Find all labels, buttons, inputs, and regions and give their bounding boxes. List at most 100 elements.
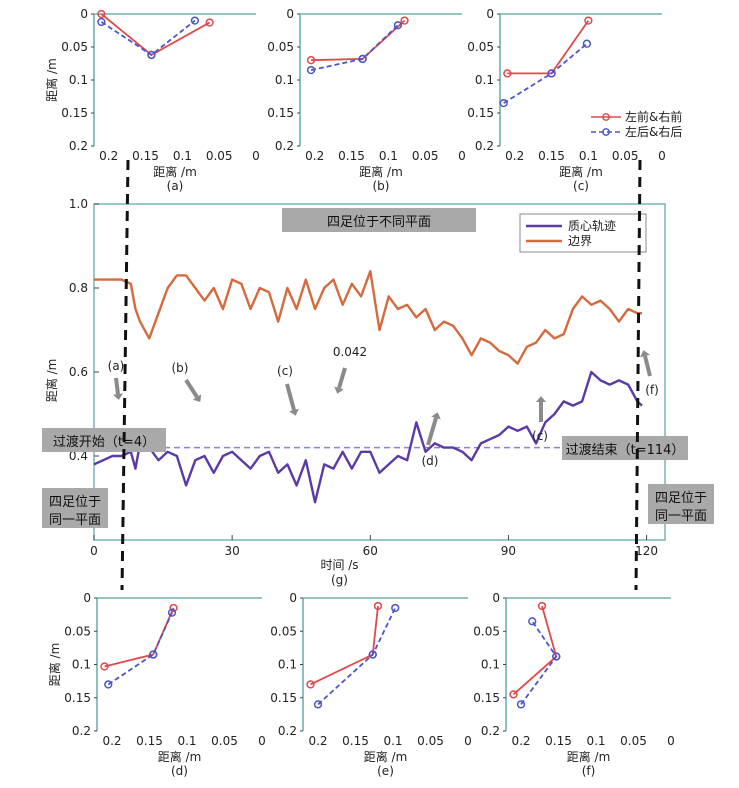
boundary-line [94, 270, 642, 365]
arrow-label: 0.042 [333, 345, 367, 359]
y-tick-label: 0.15 [61, 106, 88, 120]
y-tick-label: 0 [80, 7, 88, 21]
series-line-front [100, 13, 211, 57]
x-tick-label: 0 [252, 149, 260, 163]
arrow-head [334, 386, 344, 394]
data-point [190, 16, 200, 25]
subplot-e: 0 0.05 0.1 0.15 0.2 0.2 0.15 0.1 0.05 0 距离 /m(e) [270, 591, 472, 778]
x-axis-label: 距离 /m [153, 164, 197, 179]
series-line-rear [317, 607, 397, 706]
y-tick-label: 0.2 [69, 139, 88, 153]
x-tick-label: 0.05 [412, 149, 439, 163]
arrow-head [192, 394, 202, 403]
data-point [373, 601, 383, 611]
y-axis-label: 距离 /m [44, 359, 59, 403]
x-tick-label: 0.2 [308, 734, 327, 748]
data-point [537, 601, 547, 611]
arrow-shaft [426, 417, 438, 446]
y-tick-label: 0.15 [64, 691, 91, 705]
x-tick-label: 0.05 [211, 734, 238, 748]
arrow-shaft [643, 355, 652, 377]
com-trajectory-line [93, 370, 643, 504]
data-point [393, 21, 403, 30]
data-point [169, 603, 178, 613]
subplot-caption: (e) [377, 764, 394, 778]
annotation-text: 同一平面 [655, 509, 707, 524]
x-axis-label: 时间 /s [320, 558, 358, 572]
x-tick-label: 120 [635, 544, 658, 558]
x-tick-label: 0.05 [417, 734, 444, 748]
legend-label: 边界 [568, 234, 592, 248]
series-line-rear [310, 24, 399, 71]
y-tick-label: 0.2 [481, 724, 500, 738]
data-point [547, 69, 556, 78]
x-axis-label: 距离 /m [158, 749, 202, 764]
subplot-caption: (d) [171, 764, 188, 778]
y-tick-label: 0.1 [278, 658, 297, 672]
legend-marker [602, 113, 610, 121]
data-point [584, 16, 593, 25]
x-tick-label: 0 [658, 149, 666, 163]
x-tick-label: 0.1 [579, 149, 598, 163]
x-tick-label: 0.1 [173, 149, 192, 163]
y-tick-label: 0.05 [270, 624, 297, 638]
main-plot-g: 0.4 0.6 0.8 1.0 0 30 60 90 120 时间 /s(g) 距离 /m 质心轨迹边… [42, 197, 714, 587]
y-tick-label: 0.05 [61, 40, 88, 54]
y-tick-label: 0.1 [69, 73, 88, 87]
subplot-f: 0 0.05 0.1 0.15 0.2 0.2 0.15 0.1 0.05 0 距离 /m(f) [473, 591, 675, 778]
data-point [306, 56, 316, 65]
arrow-head [289, 408, 299, 416]
data-point [516, 700, 526, 709]
x-tick-label: 0 [667, 734, 675, 748]
y-tick-label: 0 [289, 591, 297, 605]
y-tick-label: 0.6 [69, 365, 88, 379]
x-axis-label: 距离 /m [364, 749, 408, 764]
x-tick-label: 0.15 [136, 734, 163, 748]
data-point [528, 617, 537, 626]
series-line-front [311, 19, 406, 62]
data-point [306, 680, 315, 689]
subplot-d: 00.050.10.150.20.2 0.15 0.1 0.05 0距离 /m(d)距离… [47, 591, 266, 778]
arrow-head [113, 393, 123, 400]
arrow-shaft [337, 367, 347, 389]
x-axis-label: 距离 /m [567, 749, 611, 764]
x-tick-label: 0.2 [99, 149, 118, 163]
annotation-box [282, 208, 476, 232]
transition-start-line [120, 159, 130, 591]
annotation-box [562, 436, 688, 460]
arrow-shaft [285, 383, 296, 411]
subplot-b: 0 0.05 0.1 0.15 0.2 0.2 0.15 0.1 0.05 0 距离 /m(b) [267, 7, 466, 193]
y-tick-label: 0.1 [275, 73, 294, 87]
x-tick-label: 30 [225, 544, 240, 558]
y-tick-label: 0 [492, 591, 500, 605]
y-tick-label: 0.05 [473, 624, 500, 638]
plot-caption: (g) [331, 573, 348, 587]
series-line-rear [520, 620, 558, 705]
y-tick-label: 0 [83, 591, 91, 605]
annotation-box [42, 428, 166, 452]
x-tick-label: 0.15 [132, 149, 159, 163]
data-point [503, 69, 512, 78]
x-tick-label: 0.1 [177, 734, 196, 748]
annotation-text: 过渡结束（t=114） [566, 442, 685, 458]
y-tick-label: 0.1 [475, 73, 494, 87]
data-point [97, 17, 106, 27]
x-tick-label: 0 [258, 734, 266, 748]
x-tick-label: 0.2 [511, 734, 530, 748]
x-tick-label: 0.1 [379, 149, 398, 163]
arrow-label: (b) [172, 361, 189, 375]
y-axis-label: 距离 /m [47, 643, 62, 687]
x-tick-label: 60 [363, 544, 378, 558]
data-point [313, 700, 323, 709]
data-point [552, 652, 561, 661]
x-axis-label: 距离 /m [359, 164, 403, 179]
data-point [368, 650, 377, 659]
x-axis-label: 距离 /m [559, 164, 603, 179]
x-tick-label: 0.2 [102, 734, 121, 748]
arrow-shaft [114, 377, 120, 395]
y-tick-label: 0.2 [475, 139, 494, 153]
x-tick-label: 0.2 [505, 149, 524, 163]
data-point [167, 608, 177, 617]
arrow-head [640, 350, 650, 358]
y-tick-label: 0.05 [467, 40, 494, 54]
